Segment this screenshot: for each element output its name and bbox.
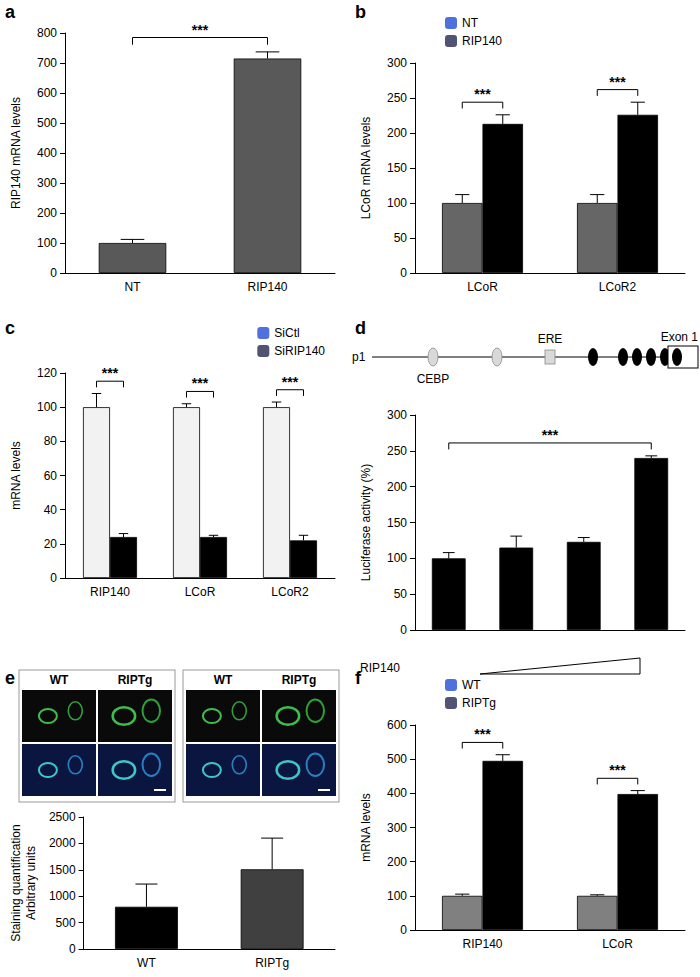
svg-text:0: 0 bbox=[50, 266, 57, 280]
html-text:f: f bbox=[355, 668, 361, 688]
svg-text:600: 600 bbox=[37, 86, 57, 100]
svg-text:Exon 1: Exon 1 bbox=[661, 330, 699, 344]
svg-text:120: 120 bbox=[37, 366, 57, 380]
svg-text:60: 60 bbox=[44, 469, 58, 483]
svg-text:Arbitrary units: Arbitrary units bbox=[24, 846, 38, 920]
svg-text:***: *** bbox=[192, 375, 209, 391]
svg-text:200: 200 bbox=[387, 126, 407, 140]
html-text:a: a bbox=[5, 2, 15, 22]
svg-text:600: 600 bbox=[387, 718, 407, 732]
svg-text:150: 150 bbox=[387, 161, 407, 175]
svg-text:RIPTg: RIPTg bbox=[118, 673, 153, 687]
svg-text:***: *** bbox=[102, 365, 119, 381]
svg-text:1500: 1500 bbox=[49, 863, 76, 877]
svg-text:0: 0 bbox=[400, 623, 407, 637]
svg-text:300: 300 bbox=[387, 821, 407, 835]
svg-text:0: 0 bbox=[50, 571, 57, 585]
svg-text:RIPTg: RIPTg bbox=[282, 673, 317, 687]
svg-text:LCoR: LCoR bbox=[185, 585, 216, 599]
svg-text:SiCtl: SiCtl bbox=[274, 326, 299, 340]
svg-text:WT: WT bbox=[214, 673, 233, 687]
svg-text:500: 500 bbox=[56, 916, 76, 930]
svg-text:***: *** bbox=[474, 86, 491, 102]
svg-text:RIP140: RIP140 bbox=[90, 585, 130, 599]
svg-text:RIP140 mRNA levels: RIP140 mRNA levels bbox=[9, 97, 23, 209]
svg-text:***: *** bbox=[192, 22, 209, 38]
svg-text:40: 40 bbox=[44, 503, 58, 517]
svg-text:Staining quantification: Staining quantification bbox=[9, 824, 23, 941]
svg-text:200: 200 bbox=[37, 206, 57, 220]
svg-text:***: *** bbox=[609, 762, 626, 778]
svg-text:150: 150 bbox=[387, 516, 407, 530]
svg-text:800: 800 bbox=[37, 26, 57, 40]
svg-text:WT: WT bbox=[462, 678, 481, 692]
svg-text:100: 100 bbox=[387, 196, 407, 210]
svg-text:CEBP: CEBP bbox=[417, 372, 450, 386]
svg-text:0: 0 bbox=[69, 942, 76, 956]
svg-text:300: 300 bbox=[37, 176, 57, 190]
svg-text:0: 0 bbox=[400, 266, 407, 280]
svg-text:100: 100 bbox=[37, 400, 57, 414]
svg-text:SiRIP140: SiRIP140 bbox=[274, 344, 325, 358]
svg-text:WT: WT bbox=[137, 956, 156, 970]
svg-text:400: 400 bbox=[387, 786, 407, 800]
svg-text:LCoR: LCoR bbox=[602, 937, 633, 951]
svg-text:200: 200 bbox=[387, 855, 407, 869]
svg-text:ERE: ERE bbox=[538, 332, 563, 346]
svg-text:50: 50 bbox=[394, 231, 408, 245]
svg-text:100: 100 bbox=[37, 236, 57, 250]
svg-text:RIP140: RIP140 bbox=[462, 937, 502, 951]
svg-text:LCoR2: LCoR2 bbox=[599, 280, 637, 294]
svg-text:RIP140: RIP140 bbox=[360, 661, 400, 675]
svg-text:250: 250 bbox=[387, 444, 407, 458]
svg-text:RIPTg: RIPTg bbox=[255, 956, 289, 970]
svg-text:100: 100 bbox=[387, 889, 407, 903]
svg-text:80: 80 bbox=[44, 434, 58, 448]
svg-text:LCoR: LCoR bbox=[467, 280, 498, 294]
svg-text:p1: p1 bbox=[352, 350, 366, 364]
svg-text:***: *** bbox=[282, 374, 299, 390]
svg-text:250: 250 bbox=[387, 91, 407, 105]
svg-text:1000: 1000 bbox=[49, 889, 76, 903]
svg-text:700: 700 bbox=[37, 56, 57, 70]
svg-text:500: 500 bbox=[387, 752, 407, 766]
svg-text:NT: NT bbox=[125, 280, 142, 294]
svg-text:***: *** bbox=[474, 726, 491, 742]
svg-text:mRNA levels: mRNA levels bbox=[9, 441, 23, 510]
svg-text:mRNA levels: mRNA levels bbox=[359, 793, 373, 862]
svg-text:RIP140: RIP140 bbox=[247, 280, 287, 294]
svg-text:20: 20 bbox=[44, 537, 58, 551]
svg-text:500: 500 bbox=[37, 116, 57, 130]
svg-text:RIPTg: RIPTg bbox=[462, 696, 496, 710]
svg-text:LCoR mRNA levels: LCoR mRNA levels bbox=[359, 117, 373, 220]
svg-text:200: 200 bbox=[387, 480, 407, 494]
svg-text:400: 400 bbox=[37, 146, 57, 160]
svg-text:WT: WT bbox=[50, 673, 69, 687]
svg-text:300: 300 bbox=[387, 408, 407, 422]
svg-text:2500: 2500 bbox=[49, 810, 76, 824]
svg-text:RIP140: RIP140 bbox=[462, 34, 502, 48]
svg-text:NT: NT bbox=[462, 16, 479, 30]
svg-text:50: 50 bbox=[394, 587, 408, 601]
svg-text:300: 300 bbox=[387, 56, 407, 70]
html-text:c: c bbox=[5, 318, 15, 338]
html-text:b: b bbox=[355, 2, 366, 22]
html-text:e: e bbox=[5, 668, 15, 688]
svg-text:2000: 2000 bbox=[49, 836, 76, 850]
svg-text:***: *** bbox=[609, 74, 626, 90]
svg-text:***: *** bbox=[542, 427, 559, 443]
svg-text:Luciferase activity (%): Luciferase activity (%) bbox=[359, 464, 373, 581]
svg-text:100: 100 bbox=[387, 551, 407, 565]
html-text:d: d bbox=[355, 318, 366, 338]
svg-text:LCoR2: LCoR2 bbox=[271, 585, 309, 599]
svg-text:0: 0 bbox=[400, 923, 407, 937]
